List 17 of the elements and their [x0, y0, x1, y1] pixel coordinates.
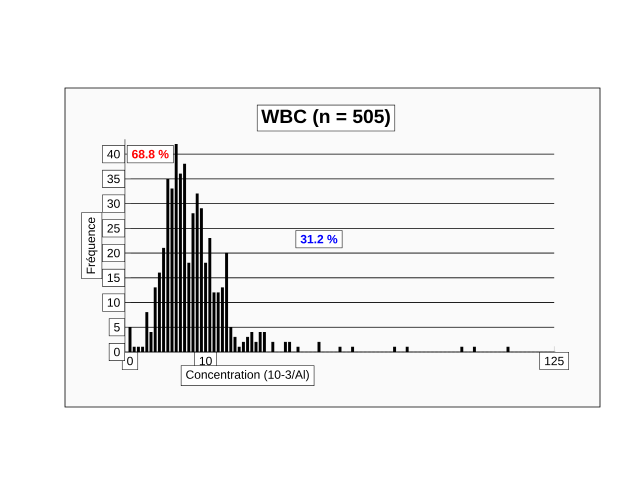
y-axis-title: Fréquence — [86, 218, 98, 274]
y-tick-label: 30 — [107, 199, 120, 208]
y-tick-label: 10 — [108, 298, 120, 307]
x-axis-title: Concentration (10-3/Al) — [186, 370, 309, 382]
y-tick-label: 35 — [107, 174, 120, 184]
x-tick-label: 125 — [545, 356, 564, 366]
x-tick-label: 0 — [127, 356, 133, 366]
y-tick-label: 15 — [108, 274, 120, 282]
annotation: 68.8 % — [132, 150, 169, 158]
y-tick-label: 0 — [114, 348, 120, 356]
annotation: 31.2 % — [300, 234, 338, 244]
y-tick-label: 5 — [114, 323, 120, 332]
x-tick-label: 10 — [200, 356, 212, 366]
y-tick-label: 25 — [108, 224, 120, 233]
y-tick-label: 40 — [107, 150, 120, 158]
chart-title: WBC (n = 505) — [261, 109, 390, 127]
y-tick-label: 20 — [108, 248, 120, 258]
